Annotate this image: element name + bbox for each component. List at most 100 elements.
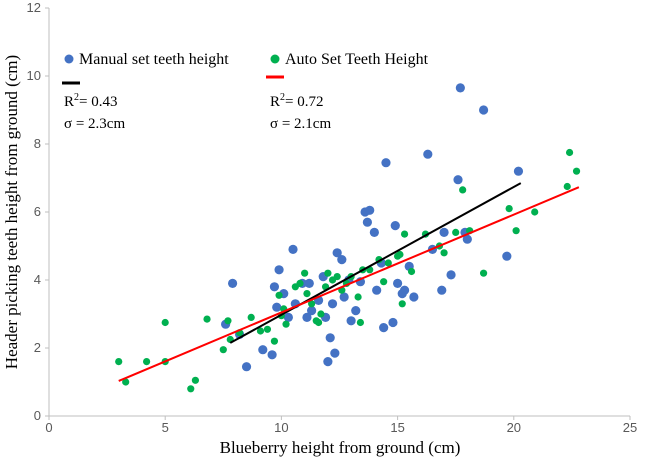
data-point-manual [227, 278, 238, 288]
data-point-manual [478, 105, 489, 115]
r-squared-manual: R2= 0.43 [64, 92, 117, 110]
data-point-auto [270, 337, 279, 345]
data-point-auto [161, 318, 169, 327]
data-point-auto [203, 315, 211, 323]
y-tick-label: 12 [27, 0, 41, 15]
data-point-manual [453, 175, 463, 185]
data-point-auto [398, 300, 406, 308]
data-point-auto [512, 227, 520, 235]
data-point-manual [362, 217, 372, 227]
data-point-auto [394, 252, 402, 260]
axis-ticks: 0 5 10 15 20 25 0 2 4 6 8 10 12 [27, 0, 638, 435]
trendline-manual [229, 182, 522, 344]
data-point-manual [274, 265, 284, 275]
data-point-auto [505, 205, 513, 213]
data-point-auto [384, 259, 392, 267]
data-point-auto [407, 267, 416, 276]
data-point-manual [409, 292, 419, 302]
data-point-auto [400, 230, 409, 238]
data-point-auto [440, 249, 448, 257]
data-point-manual [388, 317, 398, 328]
legend-marker-auto [270, 54, 280, 64]
data-point-manual [462, 234, 472, 244]
data-point-auto [333, 273, 341, 281]
data-point-auto [115, 358, 123, 366]
data-point-manual [241, 362, 252, 372]
data-point-auto [356, 318, 365, 327]
data-point-manual [258, 345, 268, 355]
sigma-manual: σ = 2.3cm [64, 116, 125, 132]
data-point-auto [263, 325, 272, 333]
data-point-auto [224, 317, 232, 325]
data-point-auto [191, 376, 200, 384]
data-point-auto [354, 293, 362, 301]
data-point-auto [308, 300, 316, 308]
data-point-auto [380, 278, 388, 286]
data-point-manual [337, 255, 347, 265]
plot-frame [48, 8, 630, 417]
fit-stats-auto: R2= 0.72 σ = 2.1cm [266, 75, 331, 132]
data-point-auto [317, 310, 325, 318]
fit-stats-manual: R2= 0.43 σ = 2.3cm [62, 81, 125, 132]
data-point-auto [324, 269, 332, 277]
data-point-manual [323, 357, 333, 367]
data-point-manual [269, 282, 280, 292]
data-point-auto [565, 148, 574, 157]
sigma-auto: σ = 2.1cm [270, 116, 331, 132]
data-point-manual [423, 149, 433, 159]
data-point-manual [502, 251, 512, 261]
data-point-auto [122, 378, 130, 386]
y-tick-label: 6 [34, 204, 41, 219]
data-point-manual [283, 312, 293, 322]
data-point-manual [381, 158, 391, 168]
data-point-manual [288, 244, 298, 254]
legend-label-manual: Manual set teeth height [79, 51, 229, 68]
data-point-auto [459, 186, 467, 194]
data-point-manual [351, 306, 361, 316]
data-point-manual [346, 316, 356, 326]
x-tick-label: 25 [623, 420, 637, 435]
data-point-manual [439, 227, 449, 237]
data-point-manual [365, 205, 375, 215]
data-point-manual [379, 323, 389, 333]
data-point-auto [143, 358, 151, 366]
legend-marker-manual [64, 54, 74, 64]
y-tick-label: 10 [27, 68, 41, 83]
data-points [115, 83, 581, 393]
data-point-auto [187, 385, 195, 393]
data-point-manual [399, 285, 410, 295]
data-point-manual [325, 333, 335, 343]
x-tick-label: 0 [45, 420, 52, 435]
data-point-manual [455, 83, 465, 93]
data-point-auto [572, 167, 581, 175]
legend-label-auto: Auto Set Teeth Height [285, 51, 429, 68]
x-tick-label: 15 [390, 420, 404, 435]
data-point-manual [437, 285, 447, 295]
data-point-auto [282, 320, 290, 328]
data-point-auto [479, 269, 488, 277]
data-point-auto [303, 290, 311, 298]
data-point-auto [256, 327, 265, 335]
data-point-manual [302, 312, 312, 322]
data-point-manual [272, 302, 282, 312]
data-point-auto [219, 346, 227, 354]
r-squared-auto: R2= 0.72 [270, 92, 323, 110]
y-tick-label: 8 [34, 136, 41, 151]
data-point-auto [452, 228, 460, 236]
data-point-manual [372, 285, 382, 295]
data-point-manual [446, 270, 456, 280]
data-point-auto [563, 182, 571, 191]
data-point-manual [339, 292, 349, 302]
x-tick-label: 10 [274, 420, 288, 435]
x-tick-label: 20 [507, 420, 521, 435]
trendline-auto [118, 186, 580, 382]
y-tick-label: 0 [34, 408, 41, 423]
data-point-manual [330, 348, 340, 358]
data-point-auto [247, 313, 255, 321]
data-point-manual [393, 278, 403, 288]
data-point-manual [369, 227, 379, 237]
data-point-auto [531, 208, 539, 216]
data-point-auto [275, 291, 283, 299]
x-axis-title: Blueberry height from ground (cm) [220, 438, 461, 457]
